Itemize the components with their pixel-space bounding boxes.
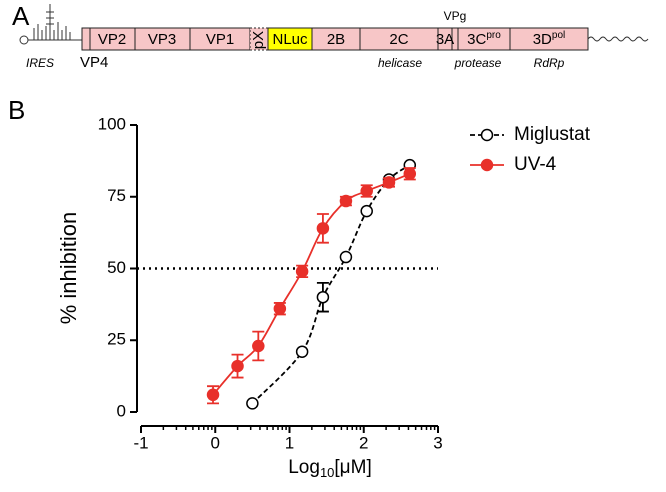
- data-point: [316, 222, 330, 235]
- segment-label: 2B: [327, 31, 345, 48]
- data-point: [252, 339, 265, 353]
- data-point: [382, 176, 396, 189]
- data-point: [246, 397, 259, 410]
- segment-label: pX: [250, 31, 267, 49]
- x-axis-title: Log10[μM]: [288, 457, 372, 480]
- data-point: [360, 184, 373, 198]
- function-label: helicase: [378, 56, 422, 70]
- x-tick-label: -1: [133, 433, 148, 452]
- segment-label: NLuc: [272, 31, 308, 48]
- y-tick-label: 25: [107, 330, 126, 349]
- vpg-label: VPg: [444, 9, 467, 23]
- panel-label: B: [8, 95, 25, 125]
- x-tick-label: 3: [433, 433, 442, 452]
- data-point: [231, 359, 244, 373]
- panel-label: A: [12, 1, 30, 31]
- vp4-label: VP4: [80, 54, 108, 71]
- data-point: [295, 345, 309, 358]
- legend-label: UV-4: [514, 154, 557, 175]
- segment-label: 3A: [436, 31, 454, 48]
- x-tick-label: 2: [359, 433, 368, 452]
- ires-structure: [19, 4, 82, 45]
- x-tick-label: 1: [285, 433, 294, 452]
- legend-label: Miglustat: [514, 124, 591, 145]
- data-point: [206, 388, 220, 402]
- fit-curve: [251, 164, 411, 405]
- function-label: protease: [454, 56, 502, 70]
- segment-label: VP2: [98, 31, 126, 48]
- y-tick-label: 75: [107, 186, 126, 205]
- data-point: [273, 302, 287, 315]
- data-point: [339, 250, 353, 264]
- segment-label: 3Dpol: [533, 30, 566, 48]
- segment-label: 2C: [389, 31, 408, 48]
- function-label: RdRp: [534, 56, 565, 70]
- segment-label: VP3: [148, 31, 176, 48]
- data-point: [360, 204, 373, 218]
- x-tick-label: 0: [211, 433, 220, 452]
- y-tick-label: 0: [117, 401, 126, 420]
- fit-curve: [212, 172, 411, 396]
- genome-bar: [81, 27, 649, 51]
- legend-marker: [480, 128, 494, 142]
- y-tick-label: 100: [98, 114, 126, 133]
- y-axis-title: % inhibition: [56, 212, 81, 325]
- segment-label: VP1: [206, 31, 234, 48]
- data-point: [295, 265, 309, 278]
- ires-label: IRES: [26, 56, 54, 70]
- y-tick-label: 50: [107, 258, 126, 277]
- segment-label: 3Cpro: [467, 30, 501, 48]
- data-point: [403, 167, 417, 181]
- legend-marker: [480, 158, 494, 172]
- data-point: [316, 290, 330, 304]
- data-point: [339, 194, 353, 208]
